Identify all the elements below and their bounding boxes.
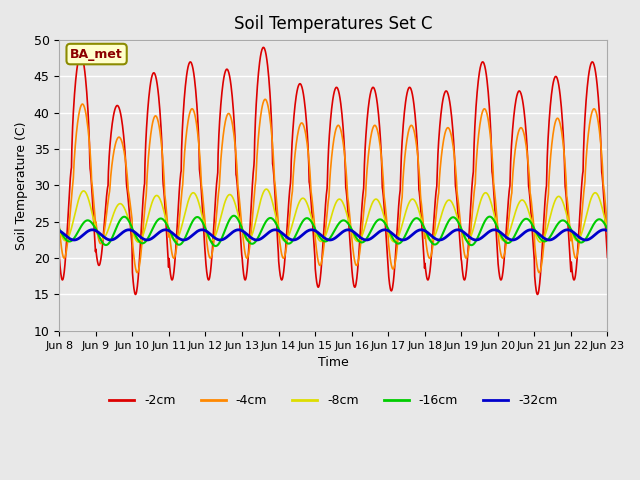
-16cm	[604, 226, 611, 232]
-32cm	[604, 228, 611, 234]
Text: BA_met: BA_met	[70, 48, 123, 60]
-4cm	[419, 214, 426, 220]
-32cm	[509, 237, 516, 243]
-8cm	[536, 239, 544, 245]
-16cm	[491, 219, 499, 225]
Line: -32cm: -32cm	[60, 230, 607, 240]
Title: Soil Temperatures Set C: Soil Temperatures Set C	[234, 15, 433, 33]
-4cm	[261, 96, 269, 102]
-32cm	[56, 228, 63, 234]
-16cm	[212, 243, 220, 249]
-8cm	[490, 212, 498, 218]
-32cm	[164, 228, 172, 233]
-8cm	[604, 226, 611, 232]
-2cm	[260, 45, 268, 50]
-32cm	[540, 235, 547, 240]
-2cm	[56, 254, 63, 260]
-16cm	[230, 213, 237, 218]
-16cm	[239, 228, 247, 234]
Line: -16cm: -16cm	[60, 216, 607, 246]
-4cm	[536, 270, 543, 276]
-8cm	[56, 226, 63, 231]
-32cm	[419, 227, 426, 233]
-16cm	[177, 241, 185, 247]
-8cm	[262, 186, 270, 192]
-16cm	[164, 224, 172, 229]
-2cm	[604, 254, 611, 260]
-4cm	[56, 224, 63, 229]
-8cm	[177, 226, 185, 231]
Y-axis label: Soil Temperature (C): Soil Temperature (C)	[15, 121, 28, 250]
Line: -8cm: -8cm	[60, 189, 607, 242]
Legend: -2cm, -4cm, -8cm, -16cm, -32cm: -2cm, -4cm, -8cm, -16cm, -32cm	[104, 389, 563, 412]
-2cm	[540, 230, 547, 236]
-8cm	[540, 237, 547, 243]
-32cm	[239, 228, 246, 234]
-32cm	[490, 227, 498, 233]
-8cm	[419, 221, 426, 227]
-32cm	[490, 227, 498, 233]
-4cm	[239, 228, 246, 234]
-16cm	[419, 222, 427, 228]
Line: -4cm: -4cm	[60, 99, 607, 273]
-2cm	[178, 147, 186, 153]
-4cm	[604, 225, 611, 230]
-16cm	[540, 238, 547, 244]
-2cm	[132, 291, 140, 297]
-4cm	[164, 225, 172, 230]
-4cm	[540, 250, 547, 255]
-16cm	[56, 226, 63, 232]
-2cm	[491, 204, 499, 209]
-8cm	[239, 227, 246, 233]
-2cm	[419, 243, 427, 249]
-8cm	[164, 224, 172, 229]
-4cm	[177, 196, 185, 202]
X-axis label: Time: Time	[318, 356, 349, 369]
Line: -2cm: -2cm	[60, 48, 607, 294]
-4cm	[490, 186, 498, 192]
-32cm	[177, 237, 185, 242]
-2cm	[164, 259, 172, 264]
-2cm	[239, 264, 247, 270]
